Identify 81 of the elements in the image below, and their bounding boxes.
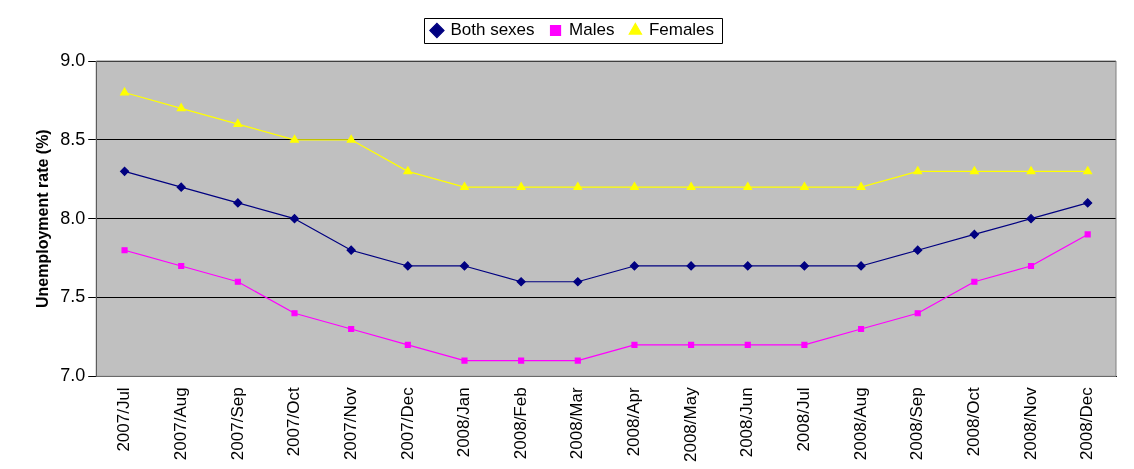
point <box>289 214 300 224</box>
point <box>801 341 808 348</box>
point <box>461 357 468 364</box>
x-tick-label: 2007/Dec <box>397 386 417 461</box>
y-tick-label: 8.5 <box>60 128 86 149</box>
x-tick-label: 2007/Oct <box>284 387 304 457</box>
point <box>176 182 186 192</box>
x-tick-label: 2008/Aug <box>850 387 870 461</box>
x-tick-label: 2007/Jul <box>114 387 134 452</box>
point <box>1083 166 1093 175</box>
point <box>120 87 130 96</box>
point <box>234 278 241 285</box>
point <box>799 261 809 271</box>
point <box>629 261 640 271</box>
point <box>516 182 526 190</box>
point <box>516 277 526 287</box>
point <box>573 182 583 190</box>
point <box>686 261 696 271</box>
point <box>857 325 865 333</box>
point <box>176 103 186 112</box>
y-axis-title: Unemployment rate (%) <box>34 129 52 309</box>
x-tick-label: 2008/Jun <box>737 387 757 458</box>
point <box>969 166 979 175</box>
point <box>119 166 130 176</box>
legend-label: Males <box>569 20 615 40</box>
x-tick-label: 2008/Sep <box>907 387 927 461</box>
point <box>799 182 809 190</box>
point <box>914 310 921 317</box>
x-tick-label: 2007/Sep <box>227 387 247 461</box>
x-tick-label: 2008/May <box>680 386 700 463</box>
x-tick-label: 2008/Nov <box>1020 386 1040 461</box>
x-tick-label: 2008/Jan <box>454 387 474 458</box>
point <box>233 198 243 208</box>
x-tick-label: 2007/Aug <box>170 387 190 461</box>
point <box>856 261 866 271</box>
x-tick-label: 2008/Feb <box>510 387 530 460</box>
point <box>1026 214 1036 224</box>
point <box>1026 166 1036 175</box>
point <box>518 357 525 364</box>
x-tick-label: 2008/Mar <box>567 387 587 460</box>
point <box>629 182 639 190</box>
point <box>291 310 298 317</box>
point <box>404 341 411 348</box>
point <box>913 245 923 255</box>
point <box>346 134 356 143</box>
point <box>574 357 581 364</box>
legend-label: Females <box>648 20 715 40</box>
point <box>1083 198 1093 208</box>
legend-label: Both sexes <box>450 20 535 40</box>
x-tick-label: 2008/Oct <box>964 387 984 457</box>
point <box>403 166 413 175</box>
point <box>121 247 128 254</box>
point <box>913 166 923 175</box>
point <box>348 325 355 333</box>
point <box>743 182 753 190</box>
point <box>631 341 638 348</box>
point <box>233 118 243 127</box>
point <box>969 229 979 240</box>
point <box>1027 262 1035 270</box>
point <box>971 278 978 285</box>
point <box>290 134 300 143</box>
point <box>178 262 185 270</box>
point <box>459 261 470 271</box>
y-tick-label: 7.0 <box>60 365 86 386</box>
point <box>346 245 356 255</box>
point <box>573 277 583 287</box>
point <box>459 182 469 190</box>
x-tick-label: 2007/Nov <box>340 386 360 461</box>
point <box>686 182 696 190</box>
point <box>688 341 695 348</box>
point <box>743 261 753 271</box>
x-tick-label: 2008/Jul <box>794 387 814 452</box>
y-tick-label: 9.0 <box>60 49 86 70</box>
x-tick-label: 2008/Dec <box>1077 386 1097 461</box>
x-tick-label: 2008/Apr <box>624 387 644 457</box>
point <box>856 182 866 190</box>
point <box>744 341 751 348</box>
point <box>403 261 413 271</box>
y-tick-label: 8.0 <box>60 207 86 228</box>
point <box>1084 231 1091 238</box>
y-tick-label: 7.5 <box>60 286 86 307</box>
